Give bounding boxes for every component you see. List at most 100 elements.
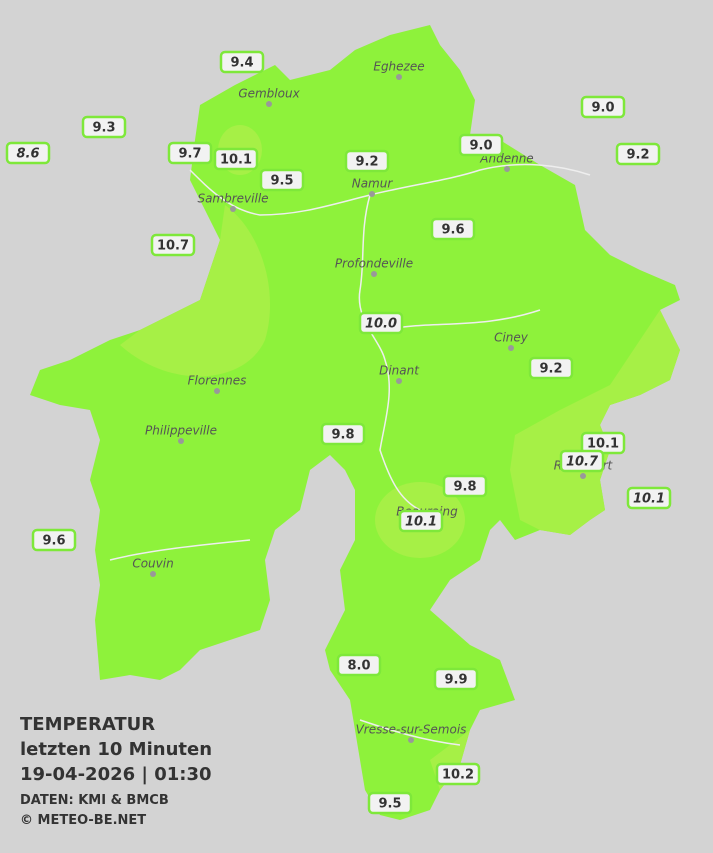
station-value: 9.3 (92, 121, 115, 136)
station: 10.1 (213, 147, 259, 171)
station: 9.2 (528, 356, 574, 380)
station: 9.5 (367, 791, 413, 815)
station-box (580, 95, 626, 119)
station-value: 10.7 (566, 455, 599, 470)
town-label: Profondeville (335, 257, 413, 271)
station-value: 9.7 (178, 147, 201, 162)
station-value: 9.6 (42, 534, 65, 549)
station: 9.0 (458, 133, 504, 157)
town-label: Vresse-sur-Semois (356, 723, 467, 737)
station-value: 9.8 (453, 480, 476, 495)
station: 10.2 (435, 762, 481, 786)
station-value: 10.2 (442, 768, 474, 783)
town-dot (396, 378, 402, 384)
town-label: Sambreville (197, 192, 268, 206)
station-box (615, 142, 661, 166)
station-value: 9.5 (378, 797, 401, 812)
station: 10.1 (398, 509, 444, 533)
station-box (81, 115, 127, 139)
town-label: Ciney (494, 331, 529, 345)
station: 10.7 (150, 233, 196, 257)
station-box (398, 509, 444, 533)
station-value: 10.1 (633, 492, 665, 507)
station-box (219, 50, 265, 74)
town-dot (408, 737, 414, 743)
station-value: 9.2 (626, 148, 649, 163)
station: 8.6 (5, 141, 51, 165)
station-value: 10.1 (587, 437, 619, 452)
town-label: Dinant (379, 364, 420, 378)
legend-title: TEMPERATUR (20, 714, 155, 735)
town-label: Florennes (188, 374, 247, 388)
station-value: 9.2 (355, 155, 378, 170)
station-box (336, 653, 382, 677)
station-value: 10.1 (405, 515, 437, 530)
legend-source: DATEN: KMI & BMCB (20, 793, 169, 808)
station-value: 9.2 (539, 362, 562, 377)
legend-datetime: 19-04-2026 | 01:30 (20, 764, 212, 785)
station: 9.0 (580, 95, 626, 119)
station-box (150, 233, 196, 257)
station-value: 9.9 (444, 673, 467, 688)
station-box (442, 474, 488, 498)
station-value: 9.8 (331, 428, 354, 443)
town-dot (580, 473, 586, 479)
town-label: Philippeville (145, 424, 217, 438)
station-value: 8.6 (16, 147, 39, 162)
station: 9.2 (344, 149, 390, 173)
legend-copyright: © METEO-BE.NET (20, 813, 146, 828)
station-value: 9.5 (270, 174, 293, 189)
station-box (213, 147, 259, 171)
station: 9.7 (167, 141, 213, 165)
station-value: 8.0 (347, 659, 370, 674)
station-box (559, 449, 605, 473)
town-dot (369, 191, 375, 197)
legend-subtitle: letzten 10 Minuten (20, 739, 212, 760)
town-dot (396, 74, 402, 80)
station-box (358, 311, 404, 335)
town-dot (504, 166, 510, 172)
station: 9.4 (219, 50, 265, 74)
town-label: Couvin (132, 557, 173, 571)
town-label: Namur (352, 177, 394, 191)
station-box (344, 149, 390, 173)
town-dot (178, 438, 184, 444)
station: 9.2 (615, 142, 661, 166)
station: 10.7 (559, 449, 605, 473)
station-value: 10.0 (365, 317, 397, 332)
station: 9.3 (81, 115, 127, 139)
station: 10.0 (358, 311, 404, 335)
station-value: 9.4 (230, 56, 253, 71)
station: 9.9 (433, 667, 479, 691)
station: 9.6 (31, 528, 77, 552)
station: 10.1 (626, 486, 672, 510)
province (30, 25, 680, 820)
station-box (5, 141, 51, 165)
town-label: Eghezee (373, 60, 424, 74)
station: 9.6 (430, 217, 476, 241)
station: 9.5 (259, 168, 305, 192)
station-box (435, 762, 481, 786)
station-box (433, 667, 479, 691)
town-label: Gembloux (238, 87, 300, 101)
town-dot (508, 345, 514, 351)
station-box (626, 486, 672, 510)
station-value: 9.0 (469, 139, 492, 154)
town-dot (266, 101, 272, 107)
station: 9.8 (320, 422, 366, 446)
town-dot (230, 206, 236, 212)
station-box (167, 141, 213, 165)
station-box (430, 217, 476, 241)
station-box (458, 133, 504, 157)
station-value: 10.7 (157, 239, 189, 254)
station: 8.0 (336, 653, 382, 677)
station-value: 9.6 (441, 223, 464, 238)
town-dot (214, 388, 220, 394)
station-box (367, 791, 413, 815)
town-dot (371, 271, 377, 277)
town-dot (150, 571, 156, 577)
station: 9.8 (442, 474, 488, 498)
station-value: 10.1 (220, 153, 252, 168)
station-box (528, 356, 574, 380)
